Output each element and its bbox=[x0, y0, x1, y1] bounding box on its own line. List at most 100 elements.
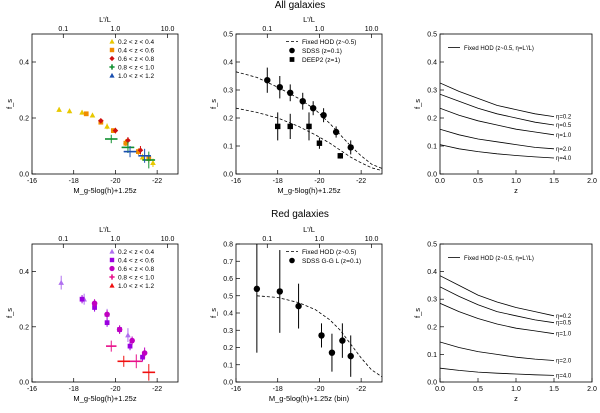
y-axis-label: f_s bbox=[413, 308, 422, 318]
legend-label: 0.2 < z < 0.4 bbox=[118, 39, 155, 46]
series-plus bbox=[106, 340, 143, 369]
legend-label: 0.6 < z < 0.8 bbox=[118, 56, 155, 63]
top-tick-label: 0.1 bbox=[262, 236, 272, 243]
data-point bbox=[117, 327, 122, 332]
y-axis-label: f_s bbox=[5, 308, 14, 318]
data-point bbox=[79, 296, 85, 302]
y-tick-label: 0.5 bbox=[427, 242, 437, 249]
top-tick-label: 1.0 bbox=[111, 236, 121, 243]
panel-p2: -16 -18 -20 -22 0.0 0.1 0.2 0.3 0.4 0.5 M_g-5log(h… bbox=[209, 15, 383, 195]
data-point bbox=[109, 38, 115, 44]
data-point bbox=[135, 149, 141, 154]
y-tick-label: 0.4 bbox=[19, 269, 29, 276]
legend-label: Fixed HOD (z~0.5) bbox=[302, 39, 356, 46]
series-sq bbox=[83, 111, 152, 163]
plot-frame bbox=[31, 243, 179, 383]
y-axis-label: f_s bbox=[209, 308, 218, 318]
plot-area bbox=[58, 275, 156, 381]
top-tick-label: 10.0 bbox=[365, 26, 379, 33]
data-point bbox=[92, 305, 97, 310]
series-circ bbox=[253, 244, 354, 377]
data-point bbox=[309, 105, 317, 112]
model-curve bbox=[256, 295, 382, 378]
x-tick-label: -22 bbox=[356, 386, 366, 393]
x-tick-label: -16 bbox=[27, 386, 37, 393]
y-tick-label: 0.3 bbox=[223, 88, 233, 95]
data-point bbox=[83, 111, 89, 117]
data-point bbox=[127, 343, 133, 349]
panel-p6: 0.0 0.5 1.0 1.5 2.0 0.0 0.1 0.2 0.3 0.4 0.5 z f_s η=0… bbox=[413, 242, 597, 404]
data-point bbox=[79, 109, 85, 115]
model-curve bbox=[440, 107, 555, 136]
panel-p3: 0.0 0.5 1.0 1.5 2.0 0.0 0.1 0.2 0.3 0.4 0.5 z f_s η=0… bbox=[413, 32, 597, 196]
series-circ bbox=[91, 299, 148, 359]
curve-label: η=4.0 bbox=[556, 156, 572, 162]
data-point bbox=[339, 337, 346, 344]
series-plus bbox=[123, 146, 151, 163]
series-plus bbox=[117, 355, 156, 381]
data-point bbox=[98, 119, 104, 125]
y-tick-label: 0.6 bbox=[223, 276, 233, 283]
data-point bbox=[139, 154, 146, 160]
series-tri bbox=[58, 275, 131, 342]
y-tick-label: 0.2 bbox=[223, 345, 233, 352]
y-tick-label: 0.2 bbox=[223, 116, 233, 123]
data-point bbox=[146, 156, 152, 161]
y-axis-label: f_s bbox=[413, 99, 422, 109]
plot-area bbox=[253, 244, 382, 378]
data-point bbox=[58, 279, 64, 285]
data-point bbox=[287, 123, 293, 130]
data-point bbox=[347, 144, 354, 151]
curve-label: η=0.5 bbox=[556, 123, 572, 129]
top-tick-label: 10.0 bbox=[365, 236, 379, 243]
x-tick-label: 1.0 bbox=[511, 386, 521, 393]
legend-label: 0.4 < z < 0.6 bbox=[118, 48, 155, 55]
series-dia bbox=[98, 118, 144, 155]
legend-label: 0.2 < z < 0.4 bbox=[118, 249, 155, 256]
curve-label: η=2.0 bbox=[556, 358, 572, 364]
x-tick-label: -18 bbox=[69, 178, 79, 185]
curve-label: η=1.0 bbox=[556, 133, 572, 139]
x-tick-label: -20 bbox=[110, 386, 120, 393]
data-point bbox=[109, 257, 115, 263]
legend-label: 0.6 < z < 0.8 bbox=[118, 266, 155, 273]
x-axis-label: z bbox=[514, 186, 518, 195]
x-tick-label: -18 bbox=[69, 386, 79, 393]
plot-area bbox=[56, 106, 156, 169]
data-point bbox=[110, 128, 116, 133]
data-point bbox=[276, 84, 283, 91]
top-tick-label: 10.0 bbox=[161, 26, 175, 33]
top-tick-label: 0.1 bbox=[58, 26, 68, 33]
data-point bbox=[276, 288, 283, 295]
legend-label: SDSS (z=0.1) bbox=[302, 48, 342, 55]
data-point bbox=[66, 108, 73, 114]
data-point bbox=[109, 55, 115, 62]
data-point bbox=[316, 140, 323, 146]
model-curve bbox=[236, 107, 382, 171]
data-point bbox=[81, 296, 87, 302]
model-curve bbox=[440, 286, 555, 324]
legend-label: Fixed HOD (z~0.5, η=L'/L) bbox=[464, 46, 534, 52]
x-tick-label: -16 bbox=[231, 178, 241, 185]
y-tick-label: 0.5 bbox=[223, 293, 233, 300]
y-tick-label: 0.2 bbox=[427, 324, 437, 331]
curve-label: η=0.2 bbox=[556, 115, 572, 121]
y-tick-label: 0.1 bbox=[427, 352, 437, 359]
panel-p4: -16 -18 -20 -22 0.0 0.2 0.4 M_g-5log(h)+1.25z f_… bbox=[5, 225, 179, 403]
data-point bbox=[318, 332, 325, 339]
y-tick-label: 0.4 bbox=[223, 311, 233, 318]
y-tick-label: 0.3 bbox=[223, 328, 233, 335]
data-point bbox=[287, 89, 294, 97]
data-point bbox=[89, 112, 96, 118]
plot-area bbox=[440, 82, 555, 159]
data-point bbox=[104, 311, 110, 317]
plot-frame bbox=[235, 33, 383, 175]
row-title-all: All galaxies bbox=[274, 0, 326, 11]
model-curve bbox=[440, 144, 555, 159]
data-point bbox=[109, 72, 115, 78]
data-point bbox=[109, 248, 115, 254]
y-tick-label: 0.0 bbox=[223, 172, 233, 179]
data-point bbox=[109, 47, 115, 53]
x-tick-label: 1.5 bbox=[549, 178, 559, 185]
x-tick-label: 0.5 bbox=[473, 386, 483, 393]
